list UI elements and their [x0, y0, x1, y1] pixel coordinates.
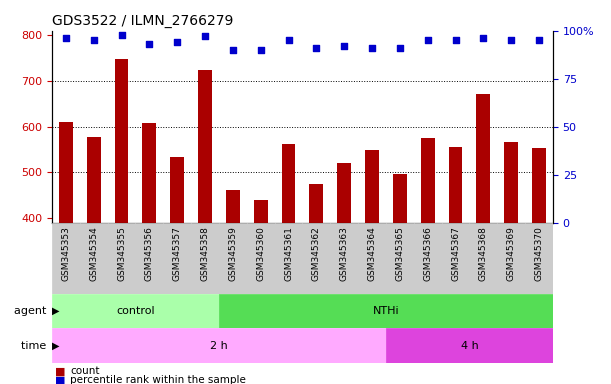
Text: GSM345362: GSM345362 — [312, 226, 321, 281]
Point — [61, 35, 71, 41]
Bar — [254, 200, 268, 384]
Bar — [136, 223, 163, 294]
Text: GSM345361: GSM345361 — [284, 226, 293, 281]
Bar — [282, 144, 296, 384]
Point — [423, 37, 433, 43]
Bar — [525, 223, 553, 294]
Text: GSM345363: GSM345363 — [340, 226, 349, 281]
Bar — [80, 223, 108, 294]
Point — [117, 31, 126, 38]
Bar — [448, 147, 463, 384]
Point — [534, 37, 544, 43]
Point — [367, 45, 377, 51]
Bar — [52, 223, 80, 294]
Point — [507, 37, 516, 43]
Bar — [191, 223, 219, 294]
Text: ▶: ▶ — [52, 306, 59, 316]
Point — [200, 33, 210, 40]
Bar — [108, 223, 136, 294]
Bar — [421, 138, 434, 384]
Point — [339, 43, 349, 49]
Bar — [142, 123, 156, 384]
Text: GSM345367: GSM345367 — [451, 226, 460, 281]
Text: GSM345358: GSM345358 — [200, 226, 210, 281]
Bar — [219, 223, 247, 294]
Bar — [87, 137, 101, 384]
Point — [451, 37, 461, 43]
Text: GSM345357: GSM345357 — [173, 226, 181, 281]
Text: GDS3522 / ILMN_2766279: GDS3522 / ILMN_2766279 — [52, 14, 233, 28]
Bar — [59, 122, 73, 384]
Text: ■: ■ — [55, 375, 65, 384]
Text: count: count — [70, 366, 100, 376]
Text: GSM345360: GSM345360 — [256, 226, 265, 281]
Text: GSM345370: GSM345370 — [535, 226, 544, 281]
Text: GSM345364: GSM345364 — [368, 226, 376, 281]
Bar — [309, 184, 323, 384]
Bar — [477, 94, 490, 384]
Point — [395, 45, 404, 51]
Text: agent: agent — [14, 306, 50, 316]
Text: NTHi: NTHi — [373, 306, 399, 316]
Bar — [52, 328, 386, 363]
Bar — [331, 223, 358, 294]
Bar — [469, 223, 497, 294]
Bar — [414, 223, 442, 294]
Bar — [198, 70, 212, 384]
Bar — [219, 294, 553, 328]
Bar — [226, 190, 240, 384]
Text: GSM345366: GSM345366 — [423, 226, 432, 281]
Bar — [170, 157, 184, 384]
Text: GSM345355: GSM345355 — [117, 226, 126, 281]
Bar — [386, 223, 414, 294]
Point — [89, 37, 98, 43]
Bar — [115, 59, 128, 384]
Bar — [163, 223, 191, 294]
Text: time: time — [21, 341, 50, 351]
Bar — [274, 223, 302, 294]
Bar — [358, 223, 386, 294]
Bar — [504, 142, 518, 384]
Point — [256, 47, 266, 53]
Point — [144, 41, 154, 47]
Text: ▶: ▶ — [52, 341, 59, 351]
Point — [228, 47, 238, 53]
Text: GSM345356: GSM345356 — [145, 226, 154, 281]
Text: GSM345368: GSM345368 — [479, 226, 488, 281]
Bar — [497, 223, 525, 294]
Point — [284, 37, 293, 43]
Text: ■: ■ — [55, 366, 65, 376]
Text: control: control — [116, 306, 155, 316]
Text: GSM345365: GSM345365 — [395, 226, 404, 281]
Bar — [52, 294, 219, 328]
Text: GSM345369: GSM345369 — [507, 226, 516, 281]
Bar — [532, 148, 546, 384]
Text: 2 h: 2 h — [210, 341, 228, 351]
Bar — [365, 150, 379, 384]
Bar — [247, 223, 274, 294]
Text: GSM345353: GSM345353 — [61, 226, 70, 281]
Bar — [386, 328, 553, 363]
Bar — [442, 223, 469, 294]
Point — [478, 35, 488, 41]
Text: 4 h: 4 h — [461, 341, 478, 351]
Bar — [302, 223, 331, 294]
Point — [172, 39, 182, 45]
Text: GSM345354: GSM345354 — [89, 226, 98, 281]
Bar — [393, 174, 407, 384]
Text: percentile rank within the sample: percentile rank within the sample — [70, 375, 246, 384]
Text: GSM345359: GSM345359 — [229, 226, 237, 281]
Bar — [337, 163, 351, 384]
Point — [312, 45, 321, 51]
